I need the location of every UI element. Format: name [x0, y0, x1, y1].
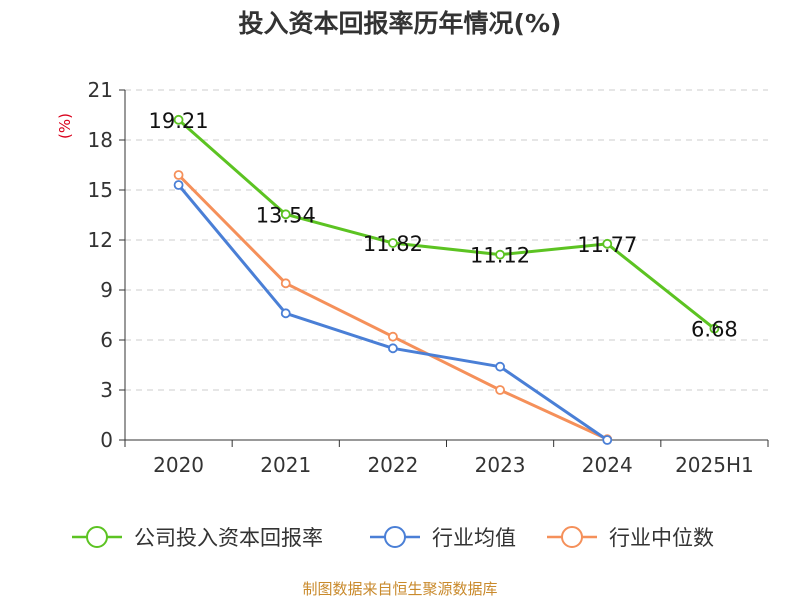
- source-note: 制图数据来自恒生聚源数据库: [302, 580, 497, 598]
- data-point: [495, 385, 505, 395]
- data-point: [173, 170, 184, 180]
- series-line: [177, 173, 608, 441]
- data-point: [709, 323, 720, 334]
- data-point: [280, 308, 291, 319]
- x-tick-label: 2021: [260, 453, 311, 477]
- y-tick-label: 18: [88, 128, 113, 152]
- data-point: [173, 180, 184, 190]
- data-point: [495, 361, 505, 372]
- data-point: [388, 238, 398, 248]
- x-tick-label: 2024: [582, 453, 633, 477]
- data-point: [280, 278, 291, 289]
- legend: 公司投入资本回报率 行业均值 行业中位数: [72, 526, 714, 550]
- series-line: [177, 118, 716, 330]
- data-point: [280, 209, 291, 220]
- y-tick-label: 15: [88, 178, 113, 202]
- data-point: [602, 238, 613, 249]
- data-label: 19.21: [149, 109, 209, 133]
- legend-label: 公司投入资本回报率: [134, 526, 323, 550]
- axes: 0 3 6 9 12 15 18 21 2020 2021 2022 2023 2024 2025H1: [88, 78, 769, 477]
- legend-marker: [384, 526, 406, 548]
- y-tick-label: 0: [100, 428, 113, 452]
- y-tick-label: 21: [88, 78, 113, 102]
- y-tick-label: 3: [100, 378, 113, 402]
- y-tick-label: 12: [88, 228, 113, 252]
- data-label: 11.77: [577, 233, 637, 257]
- data-label: 11.82: [363, 232, 423, 256]
- data-label: 6.68: [691, 318, 738, 342]
- data-labels: 19.21 13.54 11.82 11.12 11.77 6.68: [149, 109, 738, 342]
- series-line: [177, 184, 609, 442]
- x-tick-label: 2023: [475, 453, 526, 477]
- chart-title: 投入资本回报率历年情况(%): [239, 9, 562, 38]
- data-point: [495, 249, 505, 260]
- data-label: 13.54: [256, 203, 316, 227]
- legend-label: 行业中位数: [609, 526, 714, 550]
- legend-label: 行业均值: [432, 526, 516, 550]
- data-point: [173, 114, 184, 125]
- series-layer: [173, 114, 720, 445]
- y-tick-label: 6: [100, 328, 113, 352]
- grid-lines: [125, 89, 768, 391]
- data-point: [602, 435, 613, 445]
- legend-marker: [561, 526, 583, 548]
- legend-marker: [86, 526, 108, 548]
- y-tick-label: 9: [100, 278, 113, 302]
- y-axis-unit-label: (%): [56, 113, 74, 139]
- data-label: 11.12: [470, 244, 530, 268]
- x-tick-label: 2022: [367, 453, 418, 477]
- x-tick-label: 2025H1: [675, 453, 754, 477]
- x-tick-label: 2020: [153, 453, 204, 477]
- data-point: [388, 343, 398, 354]
- data-point: [388, 331, 398, 342]
